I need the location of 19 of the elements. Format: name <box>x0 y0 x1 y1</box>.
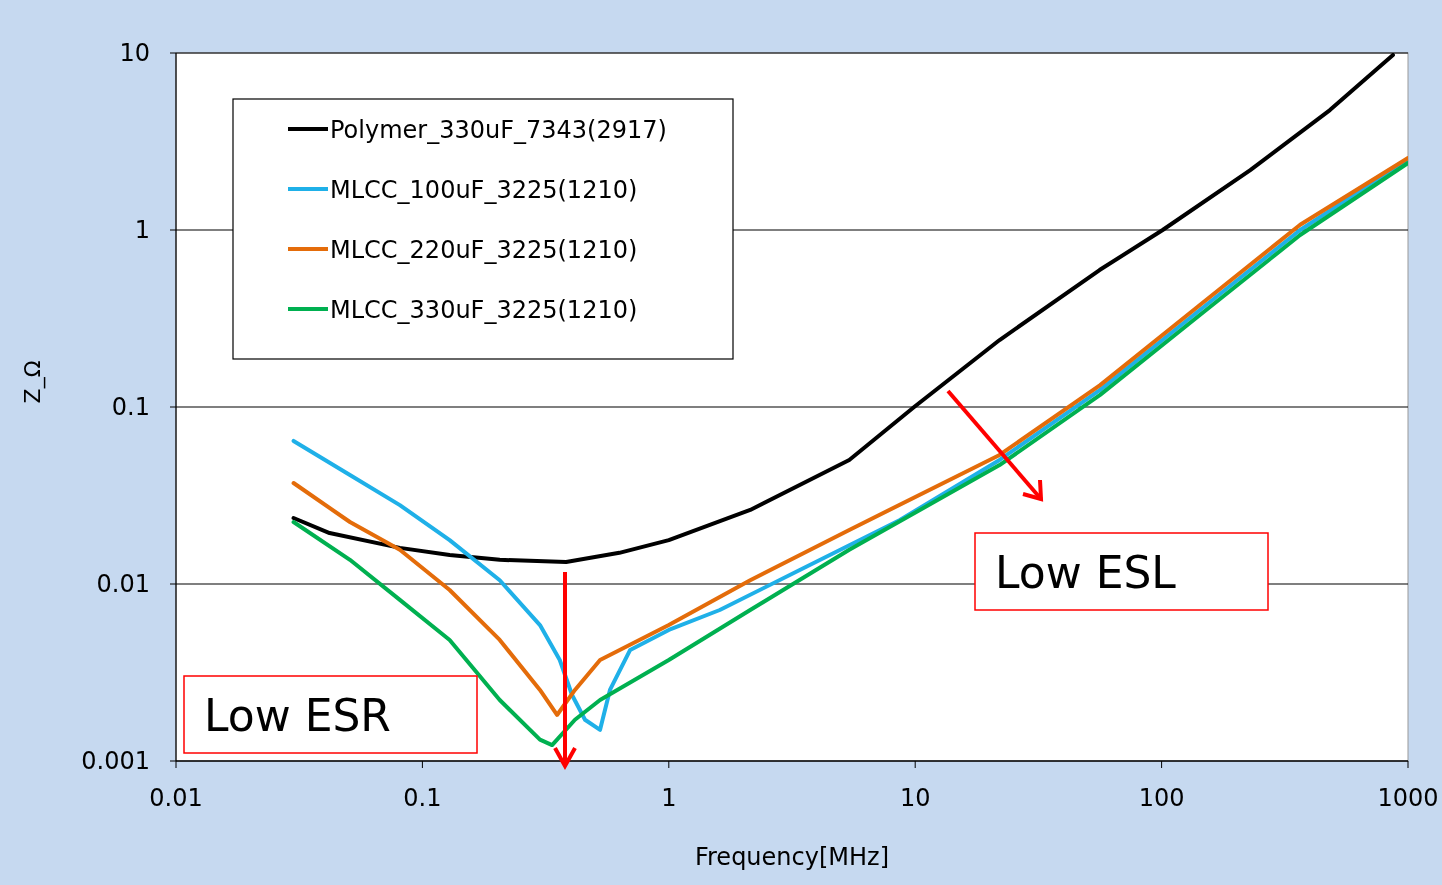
y-tick-label: 0.001 <box>81 747 150 775</box>
legend-label: Polymer_330uF_7343(2917) <box>330 116 667 144</box>
legend-label: MLCC_330uF_3225(1210) <box>330 296 638 324</box>
annotation: Low ESL <box>995 547 1177 598</box>
y-tick-label: 0.01 <box>96 570 150 598</box>
legend-label: MLCC_100uF_3225(1210) <box>330 176 638 204</box>
x-tick-label: 1 <box>661 784 677 812</box>
x-tick-label: 0.01 <box>149 784 203 812</box>
x-tick-label: 100 <box>1138 784 1185 812</box>
x-axis-title: Frequency[MHz] <box>694 843 890 871</box>
x-tick-label: 1000 <box>1377 784 1439 812</box>
y-tick-label: 10 <box>119 39 150 67</box>
legend-label: MLCC_220uF_3225(1210) <box>330 236 638 264</box>
x-tick-label: 10 <box>899 784 931 812</box>
annotation: Low ESR <box>204 690 391 741</box>
y-axis-title: Z_Ω <box>20 360 46 404</box>
y-tick-label: 0.1 <box>111 393 150 421</box>
x-tick-label: 0.1 <box>403 784 442 812</box>
y-tick-label: 1 <box>134 216 150 244</box>
